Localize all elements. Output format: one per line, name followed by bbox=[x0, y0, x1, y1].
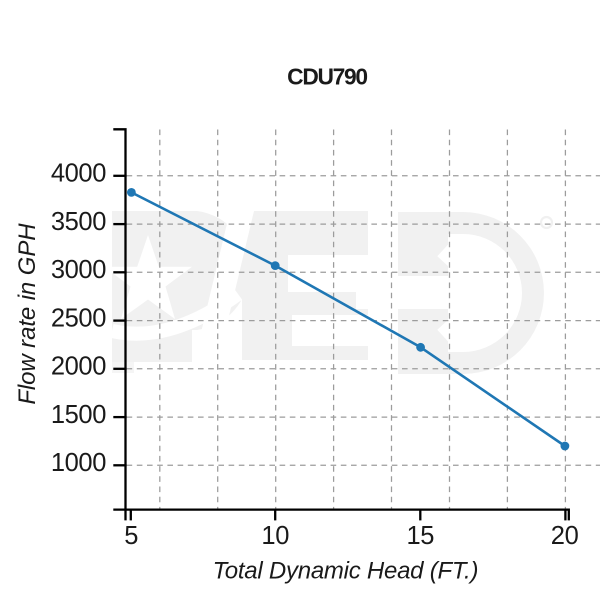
svg-text:2500: 2500 bbox=[51, 304, 106, 332]
svg-text:2000: 2000 bbox=[51, 353, 106, 381]
svg-text:Total Dynamic Head (FT.): Total Dynamic Head (FT.) bbox=[213, 557, 479, 584]
svg-text:CDU790: CDU790 bbox=[287, 64, 367, 90]
svg-text:Flow rate in GPH: Flow rate in GPH bbox=[14, 223, 41, 405]
svg-text:3000: 3000 bbox=[51, 256, 106, 284]
svg-text:15: 15 bbox=[407, 522, 435, 550]
svg-text:3500: 3500 bbox=[51, 208, 106, 236]
svg-text:20: 20 bbox=[551, 522, 579, 550]
svg-text:4000: 4000 bbox=[51, 160, 106, 188]
svg-text:1000: 1000 bbox=[51, 449, 106, 477]
svg-text:1500: 1500 bbox=[51, 401, 106, 429]
svg-text:10: 10 bbox=[261, 522, 289, 550]
svg-text:5: 5 bbox=[124, 522, 138, 550]
